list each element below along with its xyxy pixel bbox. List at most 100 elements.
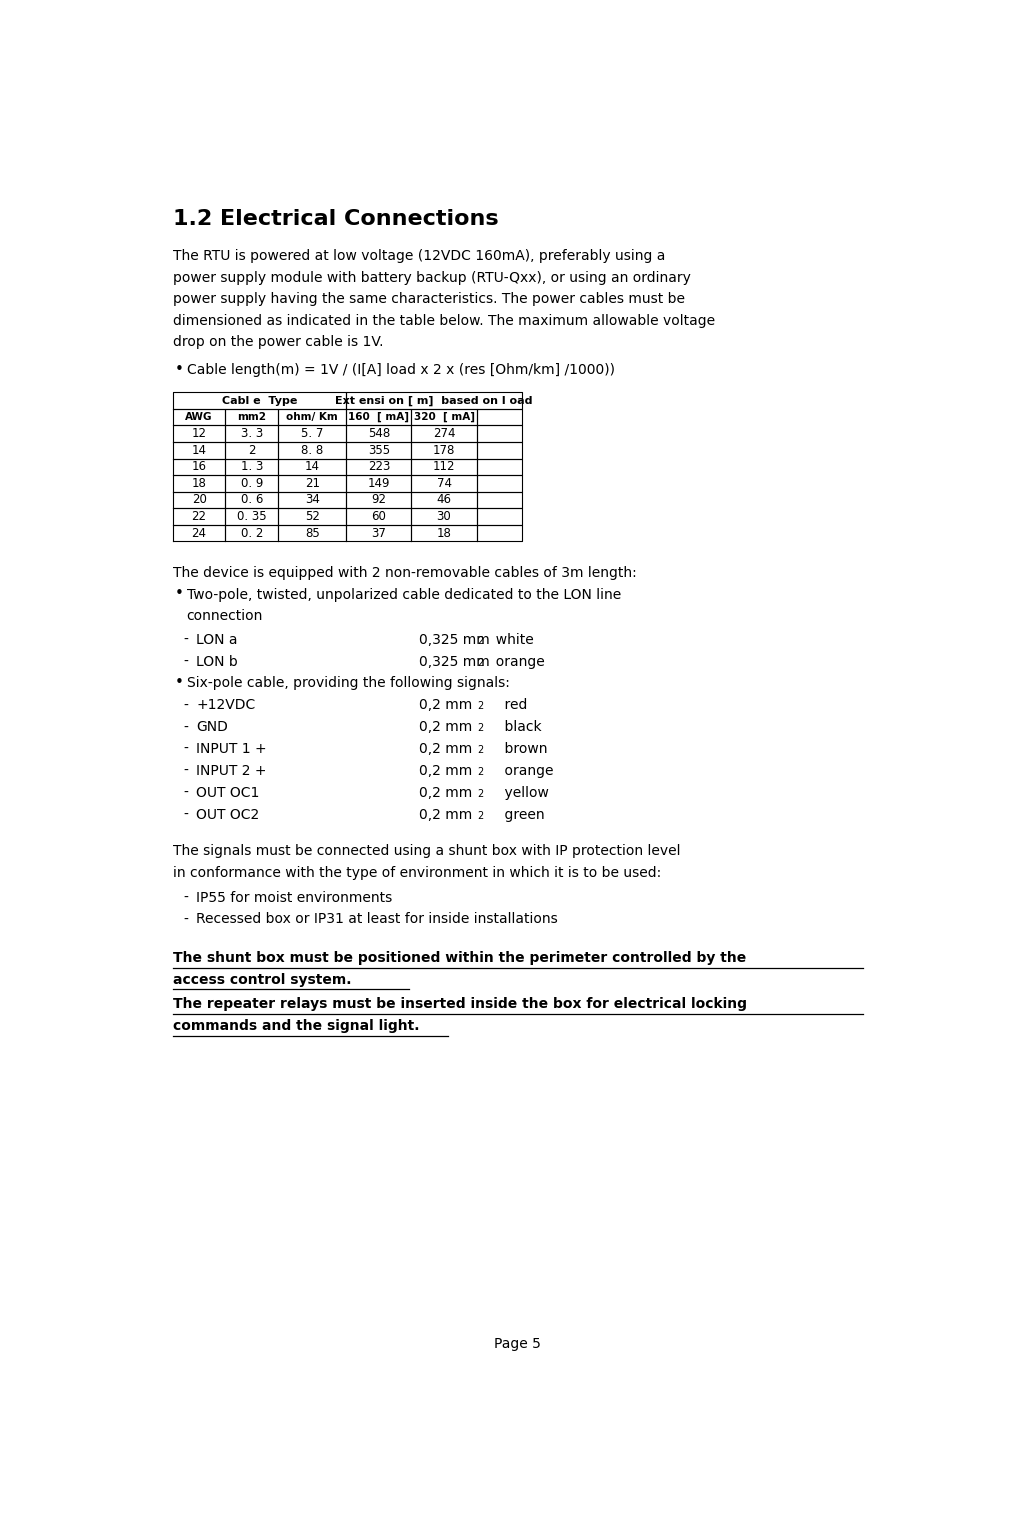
Text: drop on the power cable is 1V.: drop on the power cable is 1V. [173,335,383,349]
Text: 2: 2 [477,636,483,646]
Text: -: - [184,913,189,927]
Text: IP55 for moist environments: IP55 for moist environments [196,891,392,905]
Text: orange: orange [488,655,545,669]
Text: 24: 24 [192,527,207,539]
Text: 2: 2 [477,658,483,667]
Text: 0,325 mm: 0,325 mm [419,655,490,669]
Text: Recessed box or IP31 at least for inside installations: Recessed box or IP31 at least for inside… [196,913,558,927]
Text: commands and the signal light.: commands and the signal light. [173,1019,419,1033]
Text: yellow: yellow [488,787,549,801]
Text: 178: 178 [433,444,456,456]
Text: GND: GND [196,721,228,735]
Text: 0,2 mm: 0,2 mm [419,787,473,801]
Text: -: - [184,742,189,756]
Text: 149: 149 [368,476,390,490]
Text: 274: 274 [432,427,456,440]
Text: •: • [175,361,183,377]
Text: 21: 21 [305,476,320,490]
Text: The shunt box must be positioned within the perimeter controlled by the: The shunt box must be positioned within … [173,951,746,965]
Text: 22: 22 [192,510,207,523]
Text: 14: 14 [305,461,320,473]
Text: 30: 30 [436,510,451,523]
Text: 0,2 mm: 0,2 mm [419,808,473,822]
Text: Cabl e  Type: Cabl e Type [222,395,297,406]
Text: The signals must be connected using a shunt box with IP protection level: The signals must be connected using a sh… [173,844,681,858]
Text: Cable length(m) = 1V / (I[A] load x 2 x (res [Ohm/km] /1000)): Cable length(m) = 1V / (I[A] load x 2 x … [187,363,615,377]
Text: 20: 20 [192,493,206,507]
Text: 14: 14 [192,444,207,456]
Text: 355: 355 [368,444,390,456]
Text: 2: 2 [248,444,256,456]
Text: 2: 2 [477,745,483,755]
Text: connection: connection [187,610,263,624]
Text: mm2: mm2 [237,412,267,423]
Text: power supply having the same characteristics. The power cables must be: power supply having the same characteris… [173,292,685,306]
Text: -: - [184,633,189,647]
Text: black: black [488,721,542,735]
Text: -: - [184,891,189,905]
Text: -: - [184,808,189,822]
Text: Ext ensi on [ m]  based on l oad: Ext ensi on [ m] based on l oad [335,395,532,406]
Text: power supply module with battery backup (RTU-Qxx), or using an ordinary: power supply module with battery backup … [173,271,691,284]
Text: 0. 9: 0. 9 [240,476,263,490]
Text: 320  [ mA]: 320 [ mA] [413,412,475,423]
Text: 2: 2 [477,701,483,712]
Text: -: - [184,655,189,669]
Text: Six-pole cable, providing the following signals:: Six-pole cable, providing the following … [187,676,510,690]
Text: 2: 2 [477,812,483,821]
Text: in conformance with the type of environment in which it is to be used:: in conformance with the type of environm… [173,865,661,879]
Text: 16: 16 [192,461,207,473]
Text: •: • [175,587,183,601]
Text: OUT OC1: OUT OC1 [196,787,260,801]
Text: 2: 2 [477,767,483,778]
Text: 1.2 Electrical Connections: 1.2 Electrical Connections [173,209,498,229]
Text: 0. 35: 0. 35 [237,510,267,523]
Text: Page 5: Page 5 [494,1337,541,1351]
Text: 8. 8: 8. 8 [301,444,323,456]
Text: OUT OC2: OUT OC2 [196,808,260,822]
Text: 85: 85 [305,527,319,539]
Text: access control system.: access control system. [173,973,351,987]
Text: 18: 18 [192,476,206,490]
Text: LON a: LON a [196,633,237,647]
Text: white: white [488,633,534,647]
Text: Two-pole, twisted, unpolarized cable dedicated to the LON line: Two-pole, twisted, unpolarized cable ded… [187,589,621,603]
Text: 60: 60 [372,510,387,523]
Text: The device is equipped with 2 non-removable cables of 3m length:: The device is equipped with 2 non-remova… [173,566,636,579]
Text: +12VDC: +12VDC [196,698,256,713]
Text: -: - [184,787,189,801]
Text: 0. 6: 0. 6 [240,493,263,507]
Text: INPUT 1 +: INPUT 1 + [196,742,267,756]
Text: •: • [175,675,183,690]
Text: 18: 18 [436,527,451,539]
Text: green: green [488,808,545,822]
Text: 0,2 mm: 0,2 mm [419,742,473,756]
Text: 0. 2: 0. 2 [240,527,263,539]
Text: 2: 2 [477,790,483,799]
Text: The RTU is powered at low voltage (12VDC 160mA), preferably using a: The RTU is powered at low voltage (12VDC… [173,249,666,263]
Text: 0,325 mm: 0,325 mm [419,633,490,647]
Text: 0,2 mm: 0,2 mm [419,698,473,713]
Text: 2: 2 [477,724,483,733]
Text: 223: 223 [368,461,390,473]
Text: 0,2 mm: 0,2 mm [419,764,473,778]
Text: 92: 92 [372,493,387,507]
Text: 34: 34 [305,493,320,507]
Text: 3. 3: 3. 3 [240,427,263,440]
Text: 12: 12 [192,427,207,440]
Text: dimensioned as indicated in the table below. The maximum allowable voltage: dimensioned as indicated in the table be… [173,314,715,327]
Text: ohm/ Km: ohm/ Km [287,412,338,423]
Text: red: red [488,698,528,713]
Text: The repeater relays must be inserted inside the box for electrical locking: The repeater relays must be inserted ins… [173,998,746,1011]
Text: AWG: AWG [186,412,213,423]
Text: INPUT 2 +: INPUT 2 + [196,764,267,778]
Text: LON b: LON b [196,655,237,669]
Text: -: - [184,698,189,713]
Text: 5. 7: 5. 7 [301,427,323,440]
Text: 0,2 mm: 0,2 mm [419,721,473,735]
Text: 52: 52 [305,510,320,523]
Text: -: - [184,764,189,778]
Text: 160  [ mA]: 160 [ mA] [348,412,409,423]
Text: 37: 37 [372,527,387,539]
Text: 46: 46 [436,493,451,507]
